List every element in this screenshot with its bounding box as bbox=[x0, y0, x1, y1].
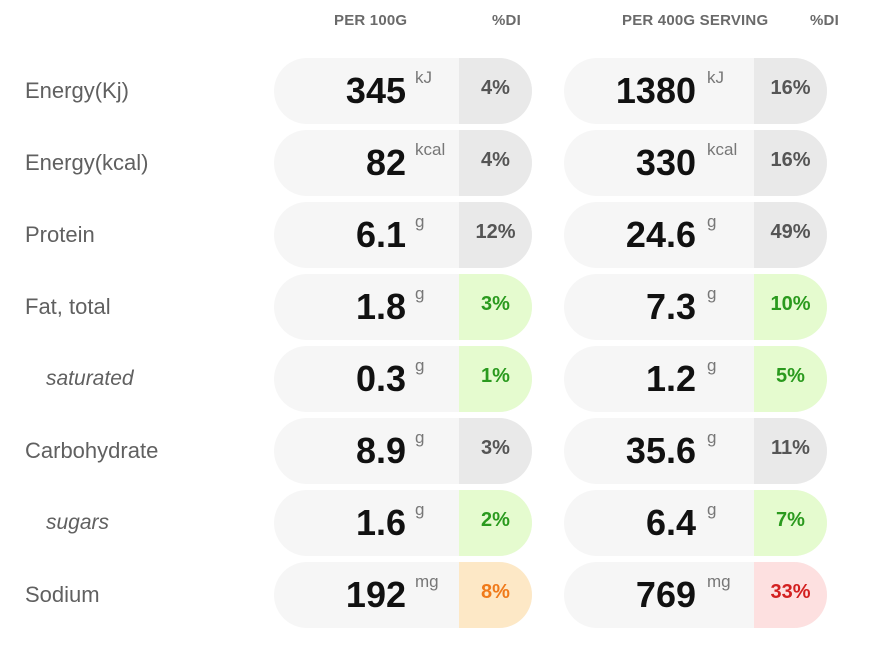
nutrient-row-energy-kcal: Energy(kcal) 82 kcal 4% 330 kcal 16% bbox=[0, 130, 878, 196]
di-percent-serving: 16% bbox=[754, 58, 827, 124]
nutrient-row-saturated: saturated 0.3 g 1% 1.2 g 5% bbox=[0, 346, 878, 412]
per-100g-cell: 1.8 g 3% bbox=[274, 274, 532, 340]
nutrient-label: Fat, total bbox=[25, 294, 111, 319]
per-serving-cell: 6.4 g 7% bbox=[564, 490, 827, 556]
di-percent-serving: 33% bbox=[754, 562, 827, 628]
di-percent-100g: 3% bbox=[459, 418, 532, 484]
per-serving-cell: 1.2 g 5% bbox=[564, 346, 827, 412]
value-per-100g: 345 bbox=[345, 70, 406, 111]
nutrient-label: Protein bbox=[25, 222, 95, 247]
unit-per-serving: g bbox=[707, 428, 717, 447]
unit-per-100g: g bbox=[415, 428, 425, 447]
per-100g-cell: 345 kJ 4% bbox=[274, 58, 532, 124]
value-per-serving: 769 bbox=[635, 574, 696, 615]
di-percent-serving: 10% bbox=[754, 274, 827, 340]
per-100g-cell: 0.3 g 1% bbox=[274, 346, 532, 412]
unit-per-serving: kcal bbox=[707, 140, 738, 159]
unit-per-100g: g bbox=[415, 500, 425, 519]
di-percent-serving: 11% bbox=[754, 418, 827, 484]
nutrient-label: Carbohydrate bbox=[25, 438, 159, 463]
header-di-serving: %DI bbox=[810, 12, 839, 29]
unit-per-100g: g bbox=[415, 356, 425, 375]
per-100g-cell: 82 kcal 4% bbox=[274, 130, 532, 196]
nutrient-label: Energy(kcal) bbox=[25, 150, 149, 175]
di-percent-100g: 8% bbox=[459, 562, 532, 628]
nutrient-row-fat-total: Fat, total 1.8 g 3% 7.3 g 10% bbox=[0, 274, 878, 340]
header-per-serving: PER 400G SERVING bbox=[622, 12, 769, 29]
nutrient-label: sugars bbox=[46, 511, 110, 534]
nutrient-label: Sodium bbox=[25, 582, 100, 607]
per-serving-cell: 330 kcal 16% bbox=[564, 130, 827, 196]
per-100g-cell: 6.1 g 12% bbox=[274, 202, 532, 268]
value-per-100g: 6.1 bbox=[355, 214, 406, 255]
di-percent-serving: 16% bbox=[754, 130, 827, 196]
per-serving-cell: 769 mg 33% bbox=[564, 562, 827, 628]
di-percent-serving: 7% bbox=[754, 490, 827, 556]
di-percent-serving: 5% bbox=[754, 346, 827, 412]
unit-per-serving: g bbox=[707, 284, 717, 303]
per-serving-cell: 24.6 g 49% bbox=[564, 202, 827, 268]
value-per-serving: 35.6 bbox=[625, 430, 696, 471]
per-serving-cell: 1380 kJ 16% bbox=[564, 58, 827, 124]
nutrient-label: saturated bbox=[46, 367, 134, 390]
value-per-100g: 8.9 bbox=[355, 430, 406, 471]
value-per-100g: 1.8 bbox=[355, 286, 406, 327]
di-percent-100g: 3% bbox=[459, 274, 532, 340]
header-di-100g: %DI bbox=[492, 12, 521, 29]
unit-per-100g: g bbox=[415, 284, 425, 303]
value-per-100g: 192 bbox=[345, 574, 406, 615]
per-serving-cell: 35.6 g 11% bbox=[564, 418, 827, 484]
nutrient-row-protein: Protein 6.1 g 12% 24.6 g 49% bbox=[0, 202, 878, 268]
header-per-100g: PER 100G bbox=[334, 12, 408, 29]
unit-per-serving: kJ bbox=[707, 68, 724, 87]
unit-per-serving: g bbox=[707, 500, 717, 519]
nutrient-row-sugars: sugars 1.6 g 2% 6.4 g 7% bbox=[0, 490, 878, 556]
value-per-100g: 0.3 bbox=[355, 358, 406, 399]
di-percent-100g: 12% bbox=[459, 202, 532, 268]
value-per-100g: 82 bbox=[365, 142, 406, 183]
nutrient-label: Energy(Kj) bbox=[25, 78, 129, 103]
di-percent-100g: 2% bbox=[459, 490, 532, 556]
unit-per-serving: g bbox=[707, 212, 717, 231]
di-percent-100g: 1% bbox=[459, 346, 532, 412]
value-per-serving: 7.3 bbox=[645, 286, 696, 327]
nutrient-row-carbohydrate: Carbohydrate 8.9 g 3% 35.6 g 11% bbox=[0, 418, 878, 484]
per-serving-cell: 7.3 g 10% bbox=[564, 274, 827, 340]
value-per-serving: 6.4 bbox=[645, 502, 696, 543]
value-per-serving: 24.6 bbox=[625, 214, 696, 255]
per-100g-cell: 1.6 g 2% bbox=[274, 490, 532, 556]
di-percent-100g: 4% bbox=[459, 130, 532, 196]
nutrient-row-sodium: Sodium 192 mg 8% 769 mg 33% bbox=[0, 562, 878, 628]
di-percent-100g: 4% bbox=[459, 58, 532, 124]
unit-per-100g: mg bbox=[415, 572, 439, 591]
unit-per-serving: g bbox=[707, 356, 717, 375]
value-per-serving: 330 bbox=[635, 142, 696, 183]
per-100g-cell: 192 mg 8% bbox=[274, 562, 532, 628]
per-100g-cell: 8.9 g 3% bbox=[274, 418, 532, 484]
unit-per-serving: mg bbox=[707, 572, 731, 591]
value-per-serving: 1380 bbox=[615, 70, 696, 111]
value-per-serving: 1.2 bbox=[645, 358, 696, 399]
di-percent-serving: 49% bbox=[754, 202, 827, 268]
value-per-100g: 1.6 bbox=[355, 502, 406, 543]
nutrient-row-energy-kj: Energy(Kj) 345 kJ 4% 1380 kJ 16% bbox=[0, 58, 878, 124]
unit-per-100g: g bbox=[415, 212, 425, 231]
unit-per-100g: kJ bbox=[415, 68, 432, 87]
unit-per-100g: kcal bbox=[415, 140, 446, 159]
